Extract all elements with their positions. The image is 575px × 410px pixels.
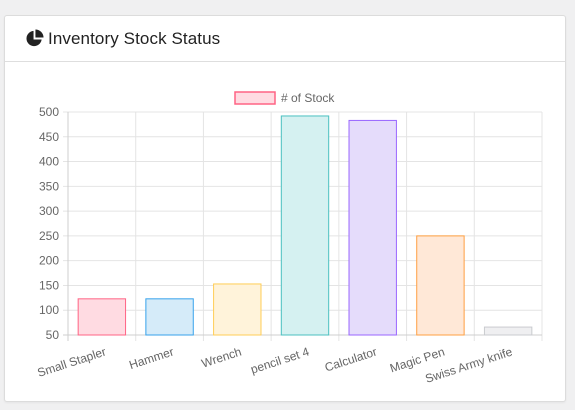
y-tick-label: 150 xyxy=(39,278,59,292)
card-header: Inventory Stock Status xyxy=(5,16,565,62)
y-tick-label: 500 xyxy=(39,105,59,119)
y-tick-label: 450 xyxy=(39,130,59,144)
x-tick-label: Calculator xyxy=(323,345,379,375)
y-tick-label: 300 xyxy=(39,204,59,218)
x-tick-label: Hammer xyxy=(127,345,175,373)
y-tick-label: 50 xyxy=(46,328,60,342)
y-tick-label: 350 xyxy=(39,179,59,193)
bar xyxy=(348,119,397,336)
x-tick-label: Wrench xyxy=(200,345,243,371)
x-tick-label: pencil set 4 xyxy=(249,344,311,376)
y-tick-label: 400 xyxy=(39,155,59,169)
bar xyxy=(213,283,262,336)
stock-bar-chart: 50 100 150 200 250 300 350 400 450 500 Small Stapl… xyxy=(36,91,543,386)
legend-swatch xyxy=(234,91,276,105)
bar xyxy=(416,235,465,336)
bar xyxy=(77,298,127,336)
y-tick-label: 250 xyxy=(39,229,59,243)
legend-label: # of Stock xyxy=(281,91,335,105)
bar xyxy=(145,298,194,336)
x-tick-label: Small Stapler xyxy=(36,345,108,380)
inventory-card: Inventory Stock Status 50 100 150 200 250 300… xyxy=(4,15,566,402)
y-tick-label: 100 xyxy=(39,303,59,317)
pie-chart-icon xyxy=(25,29,44,48)
y-tick-label: 200 xyxy=(39,254,59,268)
bar xyxy=(280,115,330,336)
bar xyxy=(483,326,533,336)
card-title: Inventory Stock Status xyxy=(48,28,221,48)
